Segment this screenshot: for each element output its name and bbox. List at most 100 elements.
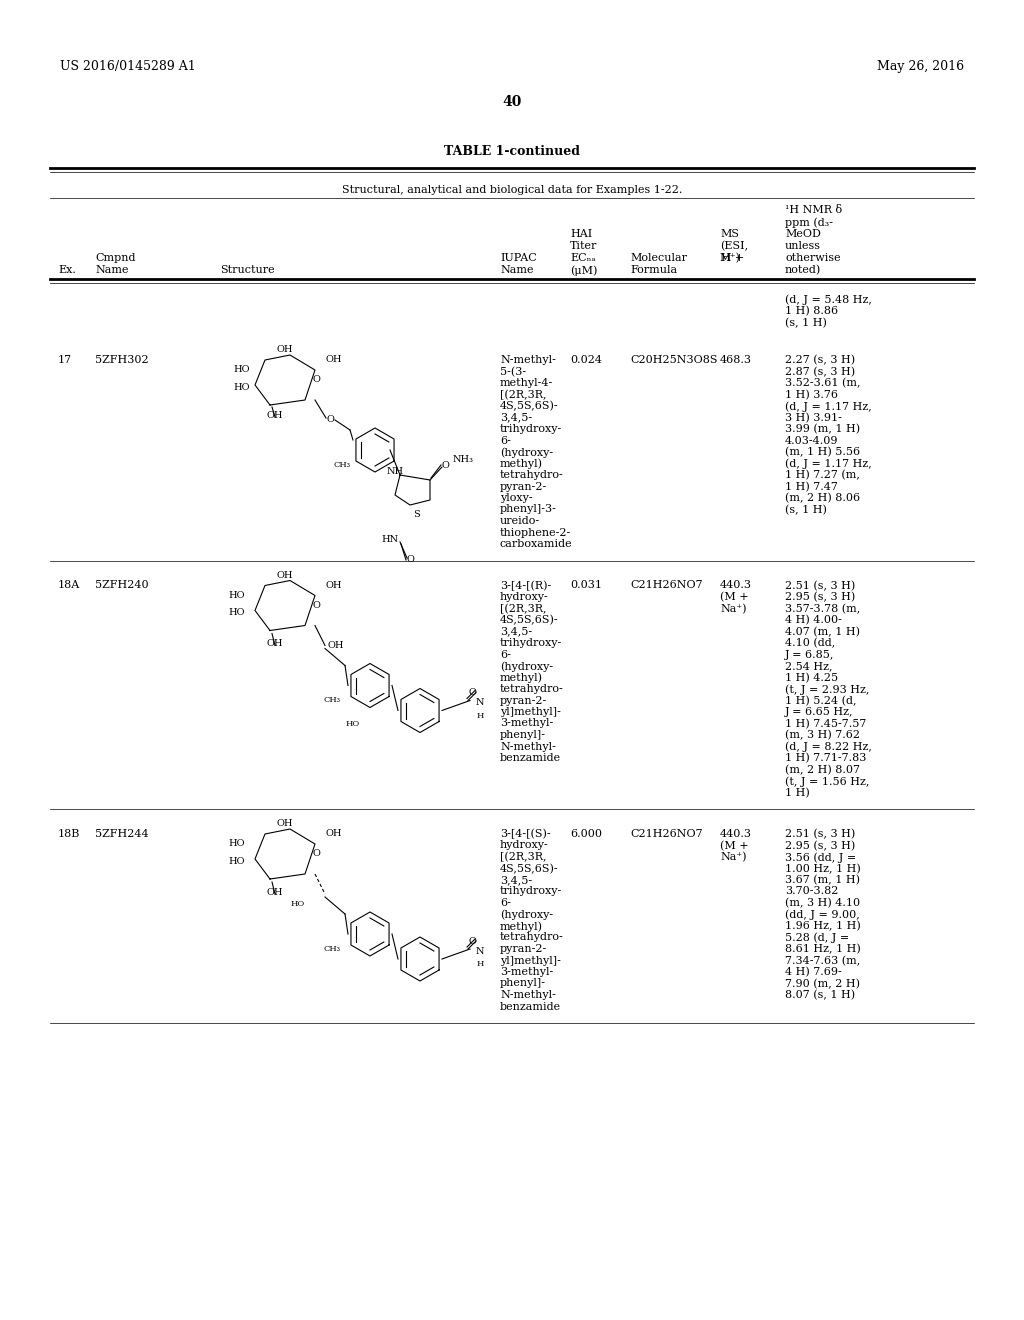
Text: tetrahydro-: tetrahydro- [500,684,564,694]
Text: 4S,5S,6S)-: 4S,5S,6S)- [500,863,559,874]
Text: O: O [441,461,449,470]
Text: carboxamide: carboxamide [500,539,572,549]
Text: (m, 1 H) 5.56: (m, 1 H) 5.56 [785,447,860,457]
Text: methyl): methyl) [500,672,543,682]
Text: tetrahydro-: tetrahydro- [500,932,564,942]
Text: Ex.: Ex. [58,265,76,275]
Text: 3,4,5-: 3,4,5- [500,875,532,884]
Text: yl]methyl]-: yl]methyl]- [500,956,561,965]
Text: C21H26NO7: C21H26NO7 [630,829,702,840]
Text: benzamide: benzamide [500,1002,561,1011]
Text: Name: Name [95,265,128,275]
Text: (s, 1 H): (s, 1 H) [785,318,826,329]
Text: 1 H) 7.27 (m,: 1 H) 7.27 (m, [785,470,860,480]
Text: 1 H): 1 H) [785,788,810,797]
Text: 2.95 (s, 3 H): 2.95 (s, 3 H) [785,591,855,602]
Text: OH: OH [325,581,341,590]
Text: (hydroxy-: (hydroxy- [500,661,553,672]
Text: (m, 3 H) 4.10: (m, 3 H) 4.10 [785,898,860,908]
Text: 18A: 18A [58,581,80,590]
Text: (d, J = 1.17 Hz,: (d, J = 1.17 Hz, [785,458,871,469]
Text: 1 H) 4.25: 1 H) 4.25 [785,672,838,682]
Text: MeOD: MeOD [785,228,821,239]
Text: 2.51 (s, 3 H): 2.51 (s, 3 H) [785,829,855,840]
Text: (M +: (M + [720,841,749,851]
Text: phenyl]-: phenyl]- [500,730,546,741]
Text: O: O [312,850,319,858]
Text: OH: OH [266,888,284,898]
Text: 3.57-3.78 (m,: 3.57-3.78 (m, [785,603,860,614]
Text: H: H [476,960,483,968]
Text: MS: MS [720,228,739,239]
Text: 4 H) 4.00-: 4 H) 4.00- [785,615,842,626]
Text: trihydroxy-: trihydroxy- [500,638,562,648]
Text: N: N [476,946,484,956]
Text: C20H25N3O8S: C20H25N3O8S [630,355,718,366]
Text: 8.07 (s, 1 H): 8.07 (s, 1 H) [785,990,855,1001]
Text: OH: OH [276,345,293,354]
Text: 1 H) 5.24 (d,: 1 H) 5.24 (d, [785,696,856,706]
Text: H⁺): H⁺) [720,253,740,263]
Text: O: O [312,375,319,384]
Text: hydroxy-: hydroxy- [500,591,549,602]
Text: Name: Name [500,265,534,275]
Text: May 26, 2016: May 26, 2016 [877,59,964,73]
Text: N-methyl-: N-methyl- [500,355,556,366]
Text: ureido-: ureido- [500,516,540,525]
Text: 6-: 6- [500,649,511,660]
Text: 3.67 (m, 1 H): 3.67 (m, 1 H) [785,875,860,886]
Text: [(2R,3R,: [(2R,3R, [500,389,547,400]
Text: (dd, J = 9.00,: (dd, J = 9.00, [785,909,860,920]
Text: OH: OH [266,639,284,648]
Text: Molecular: Molecular [630,253,687,263]
Text: (d, J = 8.22 Hz,: (d, J = 8.22 Hz, [785,742,871,752]
Text: yl]methyl]-: yl]methyl]- [500,708,561,717]
Text: 3,4,5-: 3,4,5- [500,412,532,422]
Text: benzamide: benzamide [500,752,561,763]
Text: CH₃: CH₃ [333,461,350,469]
Text: HO: HO [291,900,305,908]
Text: Na⁺): Na⁺) [720,851,746,862]
Text: (M +: (M + [720,591,749,602]
Text: 3.56 (dd, J =: 3.56 (dd, J = [785,851,856,862]
Text: N: N [476,698,484,708]
Text: 3.99 (m, 1 H): 3.99 (m, 1 H) [785,424,860,434]
Text: tetrahydro-: tetrahydro- [500,470,564,480]
Text: 2.27 (s, 3 H): 2.27 (s, 3 H) [785,355,855,366]
Text: thiophene-2-: thiophene-2- [500,528,571,537]
Text: OH: OH [266,411,284,420]
Text: 3 H) 3.91-: 3 H) 3.91- [785,412,842,422]
Text: 0.031: 0.031 [570,581,602,590]
Text: (m, 2 H) 8.07: (m, 2 H) 8.07 [785,764,860,775]
Text: 5.28 (d, J =: 5.28 (d, J = [785,932,849,942]
Text: NH: NH [386,467,403,477]
Text: phenyl]-: phenyl]- [500,978,546,989]
Text: CH₃: CH₃ [323,697,340,705]
Text: 3-methyl-: 3-methyl- [500,718,553,729]
Text: 2.54 Hz,: 2.54 Hz, [785,661,833,671]
Text: OH: OH [276,570,293,579]
Text: O: O [468,936,476,945]
Text: (t, J = 2.93 Hz,: (t, J = 2.93 Hz, [785,684,869,694]
Text: 7.34-7.63 (m,: 7.34-7.63 (m, [785,956,860,966]
Text: Cmpnd: Cmpnd [95,253,135,263]
Text: S: S [414,510,421,519]
Text: 1.96 Hz, 1 H): 1.96 Hz, 1 H) [785,921,861,932]
Text: OH: OH [276,818,293,828]
Text: HO: HO [228,840,245,849]
Text: Titer: Titer [570,242,597,251]
Text: US 2016/0145289 A1: US 2016/0145289 A1 [60,59,196,73]
Text: (ESI,: (ESI, [720,242,749,251]
Text: Na⁺): Na⁺) [720,603,746,614]
Text: 2.87 (s, 3 H): 2.87 (s, 3 H) [785,367,855,376]
Text: ppm (d₃-: ppm (d₃- [785,216,833,227]
Text: 18B: 18B [58,829,80,840]
Text: (m, 3 H) 7.62: (m, 3 H) 7.62 [785,730,860,741]
Text: HO: HO [228,591,245,601]
Text: 6.000: 6.000 [570,829,602,840]
Text: 8.61 Hz, 1 H): 8.61 Hz, 1 H) [785,944,861,954]
Text: HO: HO [346,719,360,727]
Text: (t, J = 1.56 Hz,: (t, J = 1.56 Hz, [785,776,869,787]
Text: 6-: 6- [500,436,511,446]
Text: [(2R,3R,: [(2R,3R, [500,603,547,614]
